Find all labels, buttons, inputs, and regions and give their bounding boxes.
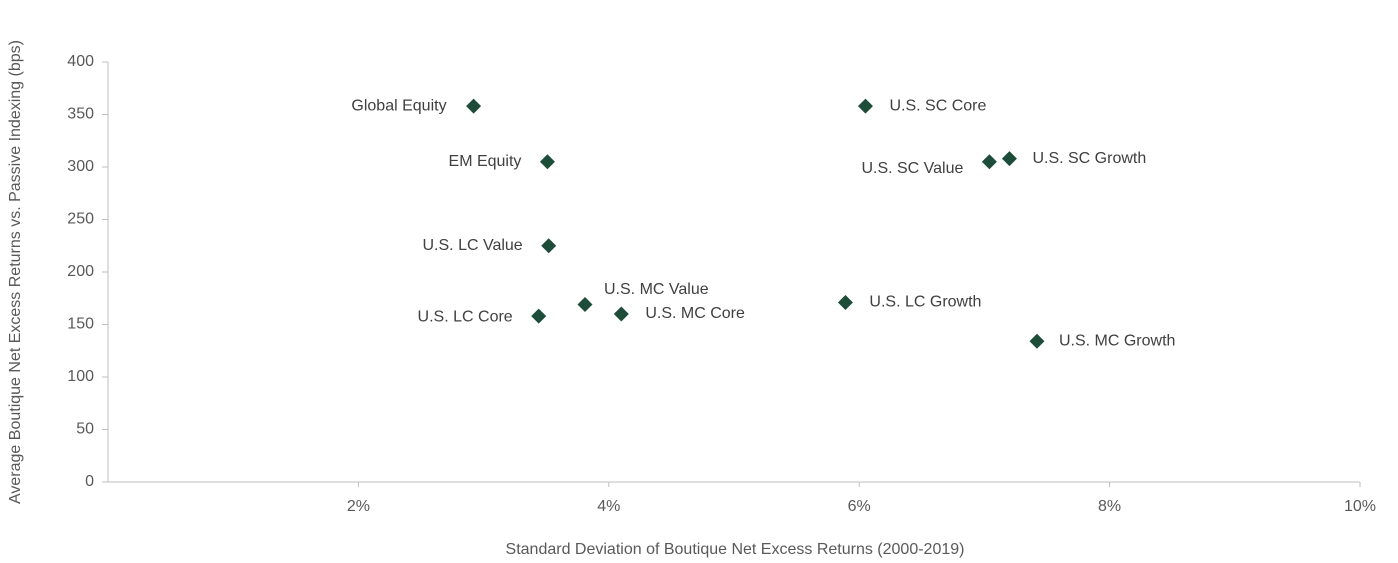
point xyxy=(613,306,629,322)
x-tick-label: 10% xyxy=(1344,498,1376,515)
y-tick-label: 200 xyxy=(67,263,94,280)
x-axis-title: Standard Deviation of Boutique Net Exces… xyxy=(506,541,965,558)
y-tick-label: 150 xyxy=(67,316,94,333)
x-tick-label: 6% xyxy=(848,498,871,515)
y-tick-label: 50 xyxy=(76,421,94,438)
point-label: U.S. LC Growth xyxy=(869,294,981,311)
y-axis-title: Average Boutique Net Excess Returns vs. … xyxy=(7,40,24,504)
x-tick-label: 8% xyxy=(1098,498,1121,515)
x-tick-label: 2% xyxy=(347,498,370,515)
point-label: U.S. MC Growth xyxy=(1059,333,1175,350)
point-label: U.S. LC Value xyxy=(423,237,523,254)
point-label: Global Equity xyxy=(351,97,446,114)
point-label: EM Equity xyxy=(449,153,522,170)
point-label: U.S. SC Core xyxy=(889,97,986,114)
y-tick-label: 400 xyxy=(67,53,94,70)
point xyxy=(539,154,555,170)
point-label: U.S. MC Value xyxy=(604,281,709,298)
y-tick-label: 300 xyxy=(67,158,94,175)
y-tick-label: 0 xyxy=(85,473,94,490)
point xyxy=(531,308,547,324)
point-label: U.S. MC Core xyxy=(645,305,745,322)
point xyxy=(857,98,873,114)
x-tick-label: 4% xyxy=(597,498,620,515)
point xyxy=(981,154,997,170)
point xyxy=(541,238,557,254)
point xyxy=(577,297,593,313)
y-tick-label: 100 xyxy=(67,368,94,385)
point-label: U.S. SC Value xyxy=(861,160,963,177)
y-tick-label: 250 xyxy=(67,211,94,228)
point xyxy=(1001,151,1017,167)
point xyxy=(466,98,482,114)
point xyxy=(837,294,853,310)
point-label: U.S. SC Growth xyxy=(1032,150,1146,167)
y-tick-label: 350 xyxy=(67,106,94,123)
point xyxy=(1029,333,1045,349)
point-label: U.S. LC Core xyxy=(418,308,513,325)
